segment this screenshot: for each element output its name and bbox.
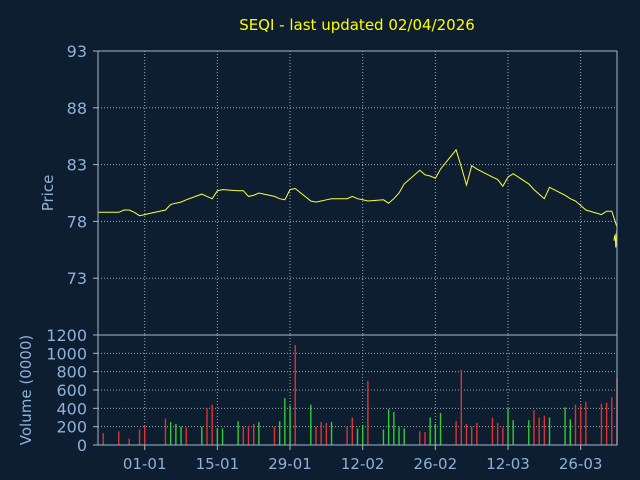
date-tick-label: 12-02 bbox=[341, 455, 385, 473]
price-tick-label: 88 bbox=[67, 99, 87, 118]
volume-tick-label: 0 bbox=[77, 436, 87, 455]
volume-axis-label: Volume (0000) bbox=[17, 335, 35, 445]
price-tick-label: 78 bbox=[67, 212, 87, 231]
price-plot-frame bbox=[97, 50, 618, 336]
price-axis-label: Price bbox=[39, 175, 57, 212]
price-tick-label: 73 bbox=[67, 269, 87, 288]
volume-tick-label: 400 bbox=[56, 399, 87, 418]
volume-tick-label: 1000 bbox=[46, 344, 87, 363]
date-tick-label: 26-02 bbox=[414, 455, 458, 473]
chart-title: SEQI - last updated 02/04/2026 bbox=[239, 16, 475, 34]
volume-tick-label: 600 bbox=[56, 381, 87, 400]
date-tick-label: 29-01 bbox=[268, 455, 312, 473]
volume-tick-label: 200 bbox=[56, 418, 87, 437]
date-tick-label: 12-03 bbox=[486, 455, 530, 473]
date-tick-label: 26-03 bbox=[559, 455, 603, 473]
price-tick-label: 93 bbox=[67, 42, 87, 61]
volume-tick-label: 800 bbox=[56, 363, 87, 382]
date-tick-label: 01-01 bbox=[123, 455, 167, 473]
volume-tick-label: 1200 bbox=[46, 326, 87, 345]
date-tick-label: 15-01 bbox=[196, 455, 240, 473]
price-tick-label: 83 bbox=[67, 156, 87, 175]
price-line bbox=[98, 148, 618, 248]
